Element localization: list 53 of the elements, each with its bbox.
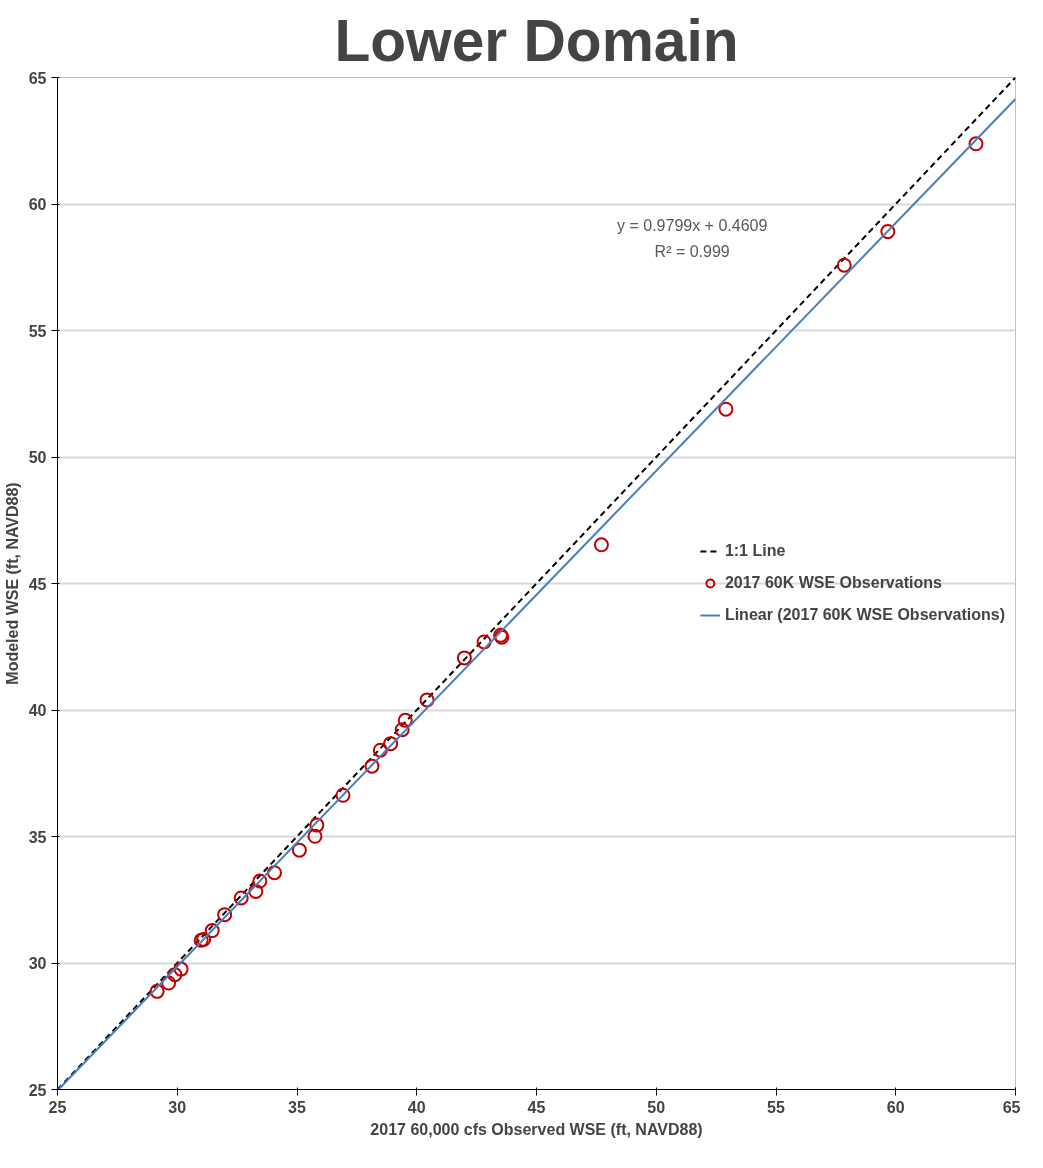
point — [593, 537, 609, 553]
chart-title: Lower Domain — [334, 7, 739, 73]
x-axis-title: 2017 60,000 cfs Observed WSE (ft, NAVD88) — [370, 1120, 703, 1138]
point — [167, 967, 183, 983]
x-tick-label: 40 — [407, 1098, 426, 1116]
y-tick-label: 50 — [28, 449, 47, 466]
legend-label: 2017 60K WSE Observations — [724, 574, 942, 592]
point — [248, 883, 264, 899]
point — [456, 650, 472, 666]
x-tick-label: 35 — [288, 1098, 306, 1116]
annotation: y = 0.9799x + 0.4609 — [617, 217, 768, 235]
x-tick-label: 55 — [767, 1098, 785, 1116]
y-tick-label: 40 — [28, 702, 47, 719]
point — [161, 975, 177, 991]
point — [968, 136, 984, 152]
point — [252, 873, 268, 889]
point — [291, 842, 307, 858]
y-tick-label: 25 — [28, 1081, 47, 1099]
x-tick-label: 45 — [527, 1098, 546, 1116]
point — [397, 712, 413, 728]
x-tick-label: 25 — [48, 1098, 67, 1116]
point — [880, 224, 896, 240]
point — [383, 736, 399, 752]
y-axis-title: Modeled WSE (ft, NAVD88) — [3, 482, 21, 685]
x-tick-label: 50 — [647, 1098, 666, 1116]
point — [217, 907, 233, 923]
point — [476, 634, 492, 650]
point — [364, 758, 380, 774]
point — [233, 890, 249, 906]
point — [173, 961, 189, 977]
point — [307, 828, 323, 844]
x-tick-label: 30 — [168, 1098, 187, 1116]
legend-label: Linear (2017 60K WSE Observations) — [724, 606, 1005, 624]
y-tick-label: 45 — [28, 575, 47, 593]
point — [266, 865, 282, 881]
point — [718, 401, 734, 417]
point — [204, 923, 220, 939]
point — [309, 817, 325, 833]
point — [419, 692, 435, 708]
point — [149, 983, 165, 999]
point — [836, 257, 852, 273]
legend-label: 1:1 Line — [724, 542, 786, 560]
x-tick-label: 65 — [1002, 1098, 1021, 1116]
annotation: R² = 0.999 — [654, 242, 730, 260]
y-tick-label: 30 — [28, 955, 47, 972]
point — [335, 787, 351, 803]
point — [372, 742, 388, 758]
point — [394, 722, 410, 738]
y-tick-label: 65 — [28, 69, 47, 87]
x-tick-label: 60 — [886, 1098, 905, 1116]
y-tick-label: 35 — [28, 828, 47, 846]
y-tick-label: 60 — [28, 196, 47, 213]
y-tick-label: 55 — [28, 322, 47, 340]
